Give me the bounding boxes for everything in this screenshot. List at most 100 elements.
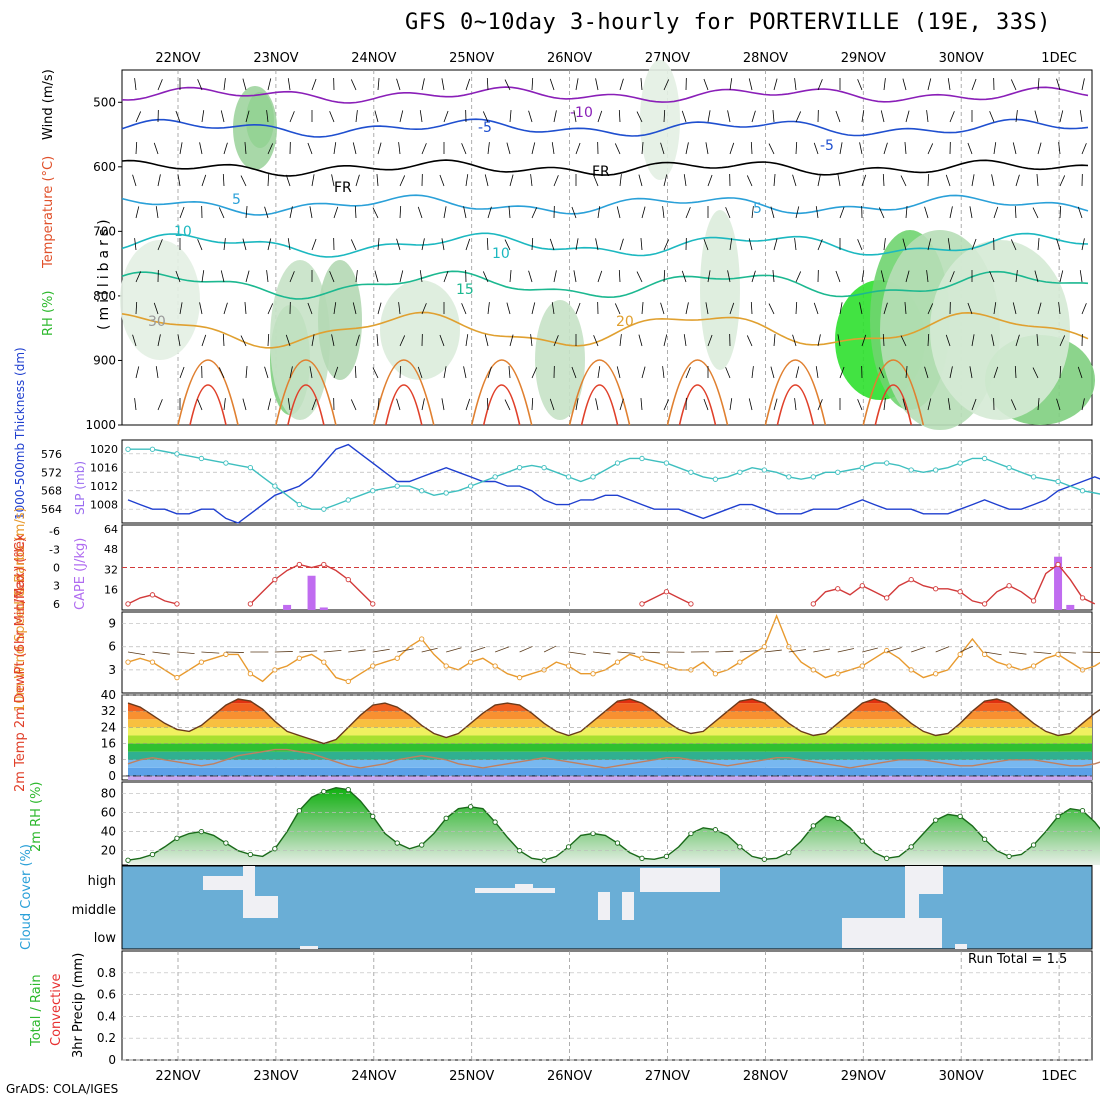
wind-speed-series-point xyxy=(517,675,521,679)
date-label-bottom: 29NOV xyxy=(841,1069,886,1084)
wind-speed-series-point xyxy=(126,660,130,664)
slp-series-point xyxy=(273,484,277,488)
temp-band xyxy=(122,776,1092,780)
date-label-bottom: 22NOV xyxy=(155,1069,200,1084)
rh-series-point xyxy=(566,845,570,849)
wind-speed-series-point xyxy=(738,660,742,664)
lifted-index-series-point xyxy=(322,562,326,566)
rh-blob xyxy=(120,240,200,360)
date-label-top: 24NOV xyxy=(351,51,396,66)
lifted-index-series-point xyxy=(175,602,179,606)
date-label-top: 29NOV xyxy=(841,51,886,66)
rh-blob xyxy=(930,240,1070,420)
date-label-top: 27NOV xyxy=(645,51,690,66)
upper-ytick-label: 1000 xyxy=(85,418,116,432)
slp-series-point xyxy=(371,489,375,493)
wind-speed-series-point xyxy=(591,672,595,676)
slp-ytick-label: 1020 xyxy=(90,443,118,456)
run-total-label: Run Total = 1.5 xyxy=(968,952,1067,967)
lifted-index-series-point xyxy=(933,587,937,591)
slp-series-point xyxy=(517,465,521,469)
cloud-block xyxy=(203,876,243,890)
surface-wind-barb xyxy=(1083,652,1100,653)
wind-ytick-label: 3 xyxy=(108,663,116,677)
lifted-index-series-point xyxy=(1007,584,1011,588)
rh-ytick-label: 60 xyxy=(101,806,116,820)
cloud-ytick-label: low xyxy=(94,931,117,946)
cape-ytick-label: 48 xyxy=(104,543,118,556)
lifted-index-series-point xyxy=(958,590,962,594)
lifted-index-series-point xyxy=(640,602,644,606)
precip-ytick-label: 0.8 xyxy=(97,966,116,980)
contour-label: 30 xyxy=(148,314,166,330)
wind-speed-series-point xyxy=(615,660,619,664)
temp-ytick-label: 32 xyxy=(101,704,116,718)
lifted-index-series-point xyxy=(248,602,252,606)
wind-speed-series-point xyxy=(885,648,889,652)
rh-series-point xyxy=(371,814,375,818)
slp-series-point xyxy=(126,447,130,451)
lifted-index-series-point xyxy=(885,596,889,600)
date-label-bottom: 24NOV xyxy=(351,1069,396,1084)
temp-ytick-label: 40 xyxy=(101,688,116,702)
upper-ylabel-mb: (millibars) xyxy=(96,215,112,330)
upper-ylabel-temp: Temperature (°C) xyxy=(41,156,56,269)
slp-series-point xyxy=(860,465,864,469)
footer-credit: GrADS: COLA/IGES xyxy=(6,1082,118,1096)
date-label-top: 25NOV xyxy=(449,51,494,66)
rh-ytick-label: 80 xyxy=(101,786,116,800)
temp-band xyxy=(122,752,1092,760)
temp-ytick-label: 0 xyxy=(108,769,116,783)
slp-series-point xyxy=(395,484,399,488)
wind-speed-series-point xyxy=(199,660,203,664)
thick-ytick-label: 576 xyxy=(41,448,62,461)
wind-speed-series-point xyxy=(444,664,448,668)
slp-series-point xyxy=(591,475,595,479)
slp-series-point xyxy=(787,475,791,479)
wind-speed-series-point xyxy=(395,656,399,660)
cape-ytick-label: 16 xyxy=(104,584,118,597)
temp-ytick-label: 16 xyxy=(101,737,116,751)
rh-series-point xyxy=(640,856,644,860)
wind-speed-series-point xyxy=(150,660,154,664)
date-label-top: 28NOV xyxy=(743,51,788,66)
li-ytick-label: -3 xyxy=(49,543,60,556)
li-ytick-label: 6 xyxy=(53,598,60,611)
lifted-index-series-point xyxy=(811,602,815,606)
slp-series-point xyxy=(175,452,179,456)
date-label-top: 23NOV xyxy=(253,51,298,66)
date-label-bottom: 27NOV xyxy=(645,1069,690,1084)
slp-series-point xyxy=(738,470,742,474)
contour-label: -5 xyxy=(478,120,492,136)
precip-ytick-label: 0.2 xyxy=(97,1031,116,1045)
slp-series-point xyxy=(1031,475,1035,479)
cape-bar xyxy=(283,605,291,610)
panel-frame-wind xyxy=(122,612,1092,693)
cloud-block xyxy=(243,896,278,918)
wind-speed-series-point xyxy=(860,664,864,668)
rh-series-point xyxy=(982,837,986,841)
date-label-bottom: 28NOV xyxy=(743,1069,788,1084)
cloud-block xyxy=(640,868,720,892)
lifted-index-series-point xyxy=(273,577,277,581)
slp-series-point xyxy=(493,475,497,479)
rh-series-point xyxy=(787,850,791,854)
precip-ylabel-total: Total / Rain xyxy=(29,974,44,1047)
rh-series-point xyxy=(1031,843,1035,847)
wind-speed-series-point xyxy=(664,664,668,668)
slp-series-point xyxy=(933,468,937,472)
precip-ylabel: 3hr Precip (mm) xyxy=(71,953,86,1058)
upper-ylabel-wind: Wind (m/s) xyxy=(41,69,56,140)
page-title: GFS 0~10day 3-hourly for PORTERVILLE (19… xyxy=(405,10,1051,35)
rh-ylabel: 2m RH (%) xyxy=(29,781,44,852)
wind-speed-series-point xyxy=(248,672,252,676)
rh-series-point xyxy=(150,852,154,856)
rh-series-point xyxy=(615,841,619,845)
wind-speed-series-point xyxy=(322,660,326,664)
rh-series-point xyxy=(297,808,301,812)
lifted-index-series-point xyxy=(664,590,668,594)
wind-speed-series-point xyxy=(224,652,228,656)
slp-series-point xyxy=(958,461,962,465)
thick-ylabel: 1000-500mb Thickness (dm) xyxy=(13,347,27,520)
